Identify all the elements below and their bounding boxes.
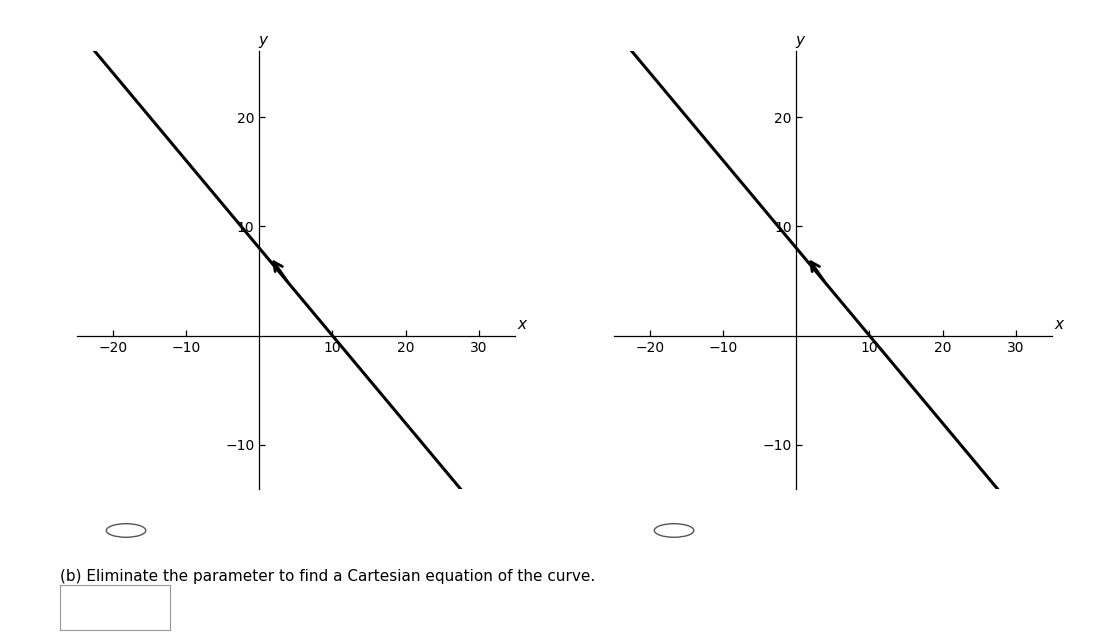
Text: (b) Eliminate the parameter to find a Cartesian equation of the curve.: (b) Eliminate the parameter to find a Ca…: [60, 569, 595, 584]
Text: x: x: [517, 318, 526, 332]
Text: x: x: [1054, 318, 1063, 332]
Text: y: y: [259, 33, 267, 48]
Text: y: y: [796, 33, 804, 48]
